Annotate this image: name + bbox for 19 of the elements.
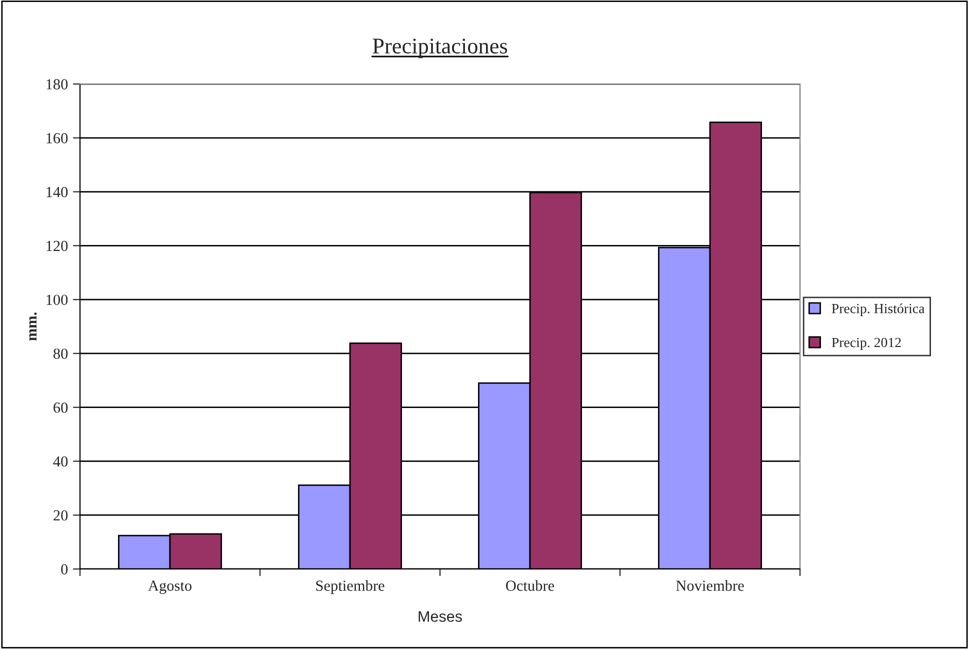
- x-tick-label: Octubre: [506, 580, 554, 591]
- y-tick-label: 40: [53, 456, 68, 467]
- chart-title: Precipitaciones: [372, 38, 508, 58]
- y-tick-label: 160: [46, 133, 68, 144]
- legend-label: Precip. Histórica: [832, 303, 925, 316]
- x-tick-label: Noviembre: [676, 580, 744, 591]
- legend-label: Precip. 2012: [832, 338, 901, 350]
- y-axis-title: mm.: [29, 312, 37, 341]
- y-tick-label: 180: [46, 79, 68, 90]
- y-tick-label: 120: [46, 240, 68, 252]
- y-tick-label: 100: [46, 294, 68, 306]
- y-tick-label: 60: [54, 402, 68, 413]
- y-tick-label: 20: [54, 510, 68, 521]
- y-tick-label: 0: [61, 564, 68, 574]
- y-tick-label: 80: [54, 348, 68, 359]
- y-tick-label: 140: [46, 186, 68, 198]
- x-tick-label: Agosto: [148, 580, 192, 594]
- x-axis-title: Meses: [418, 611, 462, 622]
- x-tick-label: Septiembre: [316, 580, 384, 594]
